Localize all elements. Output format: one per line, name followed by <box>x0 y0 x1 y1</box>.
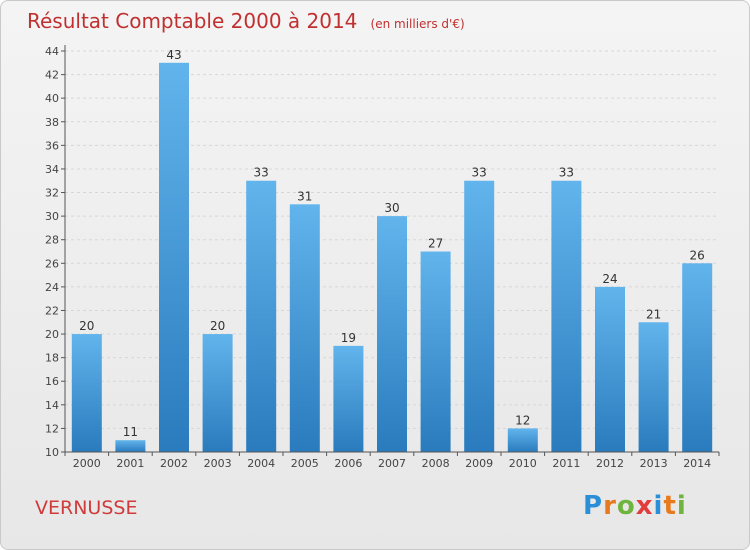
logo-letter: x <box>635 491 654 521</box>
x-tick-label: 2002 <box>160 457 188 470</box>
bar-2010 <box>507 428 538 452</box>
x-tick-label: 2011 <box>552 457 580 470</box>
data-label-2005: 31 <box>297 189 312 203</box>
y-tick-label: 12 <box>45 422 59 435</box>
y-tick-label: 10 <box>45 446 59 459</box>
bar-2012 <box>595 286 625 452</box>
data-label-2002: 43 <box>166 48 181 62</box>
y-tick-label: 28 <box>45 234 59 247</box>
data-label-2014: 26 <box>690 248 705 262</box>
data-label-2013: 21 <box>646 307 661 321</box>
y-tick-label: 20 <box>45 328 59 341</box>
x-tick-label: 2014 <box>683 457 711 470</box>
chart-subtitle: (en milliers d'€) <box>370 17 465 31</box>
bars: 20 11 43 20 33 31 19 30 27 33 12 33 24 21 26 <box>71 48 713 452</box>
bar-2006 <box>333 345 364 452</box>
x-tick-label: 2009 <box>465 457 493 470</box>
y-tick-label: 22 <box>45 304 59 317</box>
y-tick-label: 34 <box>45 163 59 176</box>
data-label-2004: 33 <box>254 166 269 180</box>
logo-letter: P <box>583 491 604 521</box>
chart-title: Résultat Comptable 2000 à 2014 (en milli… <box>27 9 465 33</box>
logo-letter: t <box>663 491 677 521</box>
data-label-2003: 20 <box>210 319 225 333</box>
y-axis: 10 12 14 16 18 20 22 24 26 28 30 32 34 36 38 40 42 44 <box>45 45 66 459</box>
y-tick-label: 14 <box>45 399 59 412</box>
x-axis: 2000 2001 2002 2003 2004 2005 2006 2007 2008 2009… <box>64 451 720 470</box>
bar-2002 <box>159 62 189 452</box>
x-tick-label: 2004 <box>247 457 275 470</box>
x-tick-label: 2012 <box>596 457 624 470</box>
data-label-2011: 33 <box>559 166 574 180</box>
y-tick-label: 40 <box>45 92 59 105</box>
chart-title-main: Résultat Comptable 2000 à 2014 <box>27 9 358 33</box>
bar-2009 <box>464 180 495 452</box>
y-tick-label: 16 <box>45 375 59 388</box>
y-tick-label: 18 <box>45 352 59 365</box>
y-tick-label: 24 <box>45 281 59 294</box>
bar-2014 <box>682 263 713 452</box>
y-tick-label: 42 <box>45 69 59 82</box>
bar-2007 <box>377 216 407 452</box>
y-tick-label: 36 <box>45 139 59 152</box>
bar-2004 <box>246 180 277 452</box>
y-tick-label: 44 <box>45 45 59 58</box>
bar-2013 <box>638 322 669 452</box>
bar-2000 <box>71 334 102 452</box>
x-tick-label: 2006 <box>334 457 362 470</box>
x-tick-label: 2010 <box>509 457 537 470</box>
logo-letter: r <box>603 491 617 521</box>
x-tick-label: 2001 <box>116 457 144 470</box>
data-label-2009: 33 <box>472 166 487 180</box>
x-tick-label: 2003 <box>204 457 232 470</box>
y-tick-label: 32 <box>45 187 59 200</box>
data-label-2012: 24 <box>602 272 617 286</box>
bar-2001 <box>115 440 146 452</box>
proxiti-logo: Proxiti <box>583 491 687 521</box>
bar-2011 <box>551 180 582 452</box>
data-label-2008: 27 <box>428 237 443 251</box>
bar-2005 <box>289 204 320 452</box>
data-label-2000: 20 <box>79 319 94 333</box>
x-tick-label: 2007 <box>378 457 406 470</box>
y-tick-label: 26 <box>45 257 59 270</box>
x-tick-label: 2013 <box>640 457 668 470</box>
logo-letter: o <box>616 491 636 521</box>
data-label-2001: 11 <box>123 425 138 439</box>
data-label-2007: 30 <box>384 201 399 215</box>
data-label-2006: 19 <box>341 331 356 345</box>
x-tick-label: 2008 <box>422 457 450 470</box>
logo-letter: i <box>676 491 687 521</box>
y-tick-label: 38 <box>45 116 59 129</box>
bar-2008 <box>420 251 451 452</box>
x-tick-label: 2000 <box>73 457 101 470</box>
data-label-2010: 12 <box>515 413 530 427</box>
logo-letter: i <box>653 491 664 521</box>
place-name: VERNUSSE <box>35 497 138 519</box>
y-tick-label: 30 <box>45 210 59 223</box>
x-tick-label: 2005 <box>291 457 319 470</box>
bar-2003 <box>202 334 233 452</box>
